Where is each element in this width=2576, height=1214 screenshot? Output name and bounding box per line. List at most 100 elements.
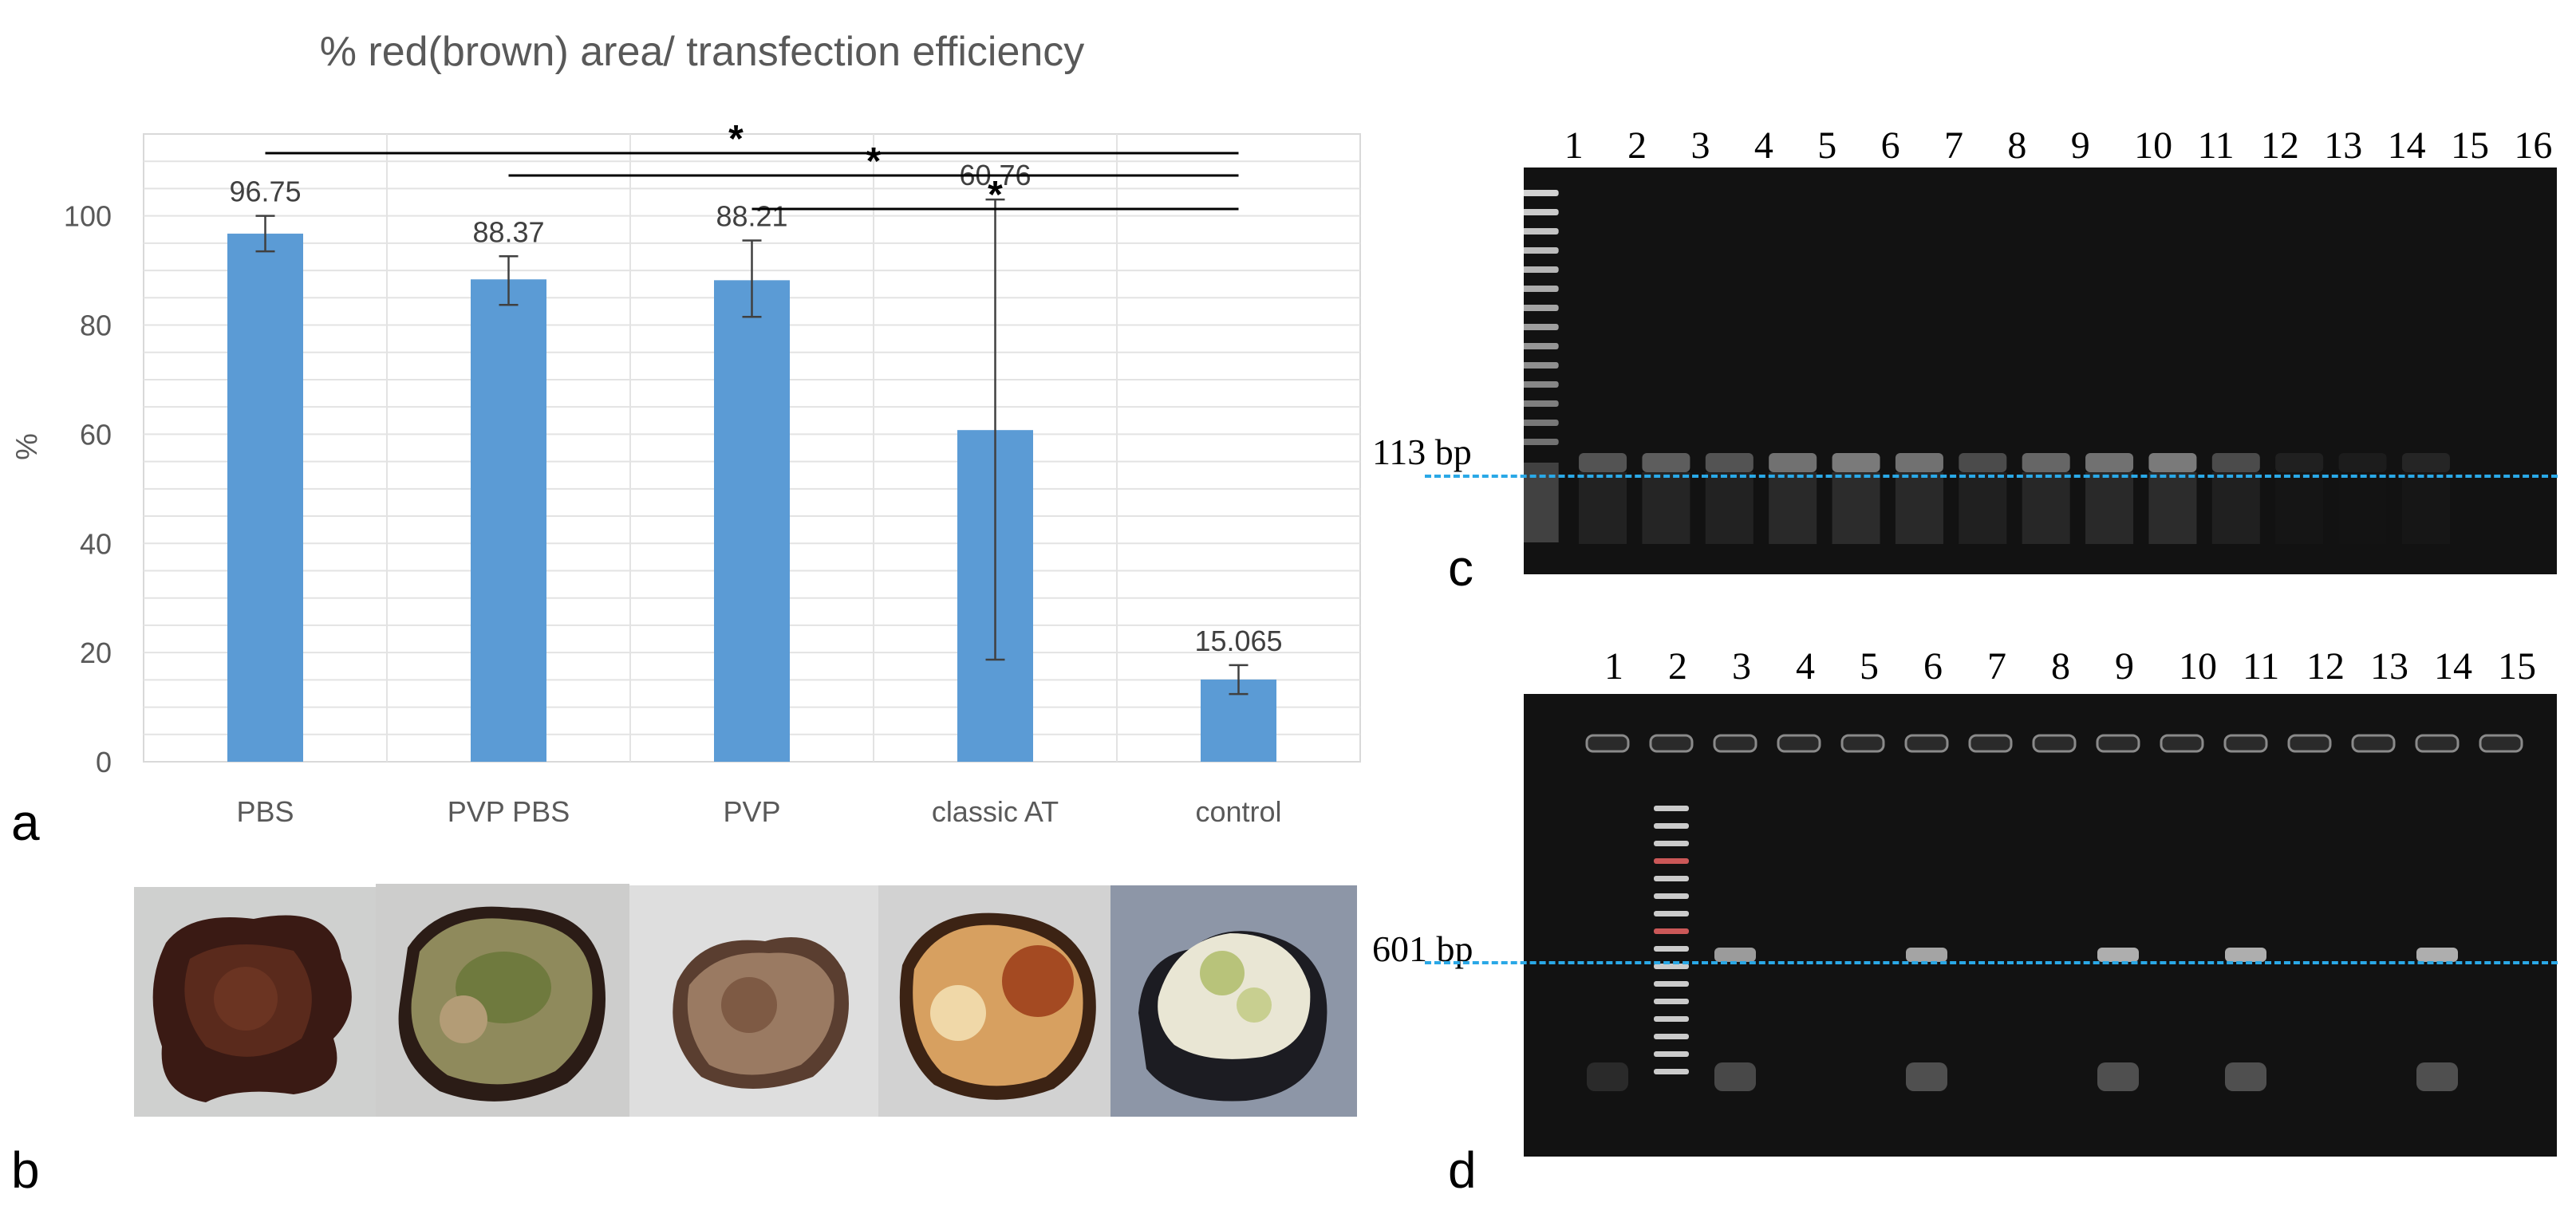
primer-dimer-band [1906,1062,1947,1091]
photo-control-callus [1110,885,1357,1117]
chart-title: % red(brown) area/ transfection efficien… [320,29,1085,75]
lane-number: 3 [1732,645,1751,688]
pcr-band [1579,453,1627,472]
pcr-band [2275,453,2324,472]
lane-number: 6 [1923,645,1943,688]
primer-dimer-band [2097,1062,2139,1091]
lane-number: 5 [1860,645,1879,688]
lane-number: 4 [1753,124,1773,167]
ladder-band [1654,964,1689,969]
band-smear [1895,472,1943,544]
ladder-band [1654,806,1689,811]
lane-number: 13 [2324,124,2363,167]
gel-well [2351,734,2396,753]
pcr-band [2416,948,2458,962]
pcr-band [2338,453,2387,472]
panel-label-a: a [11,794,40,851]
lane-number: 2 [1627,124,1647,167]
gel-well [1840,734,1885,753]
y-axis-label: % [10,433,44,460]
ladder-band [1521,420,1559,426]
lane-number: 14 [2434,645,2472,688]
gel-well [1649,734,1694,753]
pcr-band [2225,948,2266,962]
band-smear [1705,472,1753,544]
x-tick-label: PVP [723,795,780,828]
error-bars [255,198,1249,696]
gel-well [2223,734,2268,753]
pcr-band [2022,453,2070,472]
band-smear [2022,472,2070,544]
lane-number: 10 [2179,645,2217,688]
ladder-band [1654,1051,1689,1057]
lane-number: 5 [1817,124,1837,167]
pcr-band [1832,453,1880,472]
gel-well [2479,734,2523,753]
lane-number: 16 [2514,124,2553,167]
bar [714,280,790,762]
data-label: 88.37 [472,215,544,248]
gel-well [1968,734,2013,753]
y-tick-label: 80 [80,309,112,342]
panel-label-d: d [1448,1141,1477,1199]
pcr-band [2211,453,2260,472]
band-smear [1579,472,1627,544]
lane-number: 3 [1690,124,1710,167]
band-smear [1642,472,1690,544]
gel-well [1777,734,1821,753]
band-smear [2085,472,2134,544]
x-tick-label: classic AT [932,795,1059,828]
band-smear [2148,472,2197,544]
ladder-band [1654,876,1689,881]
photo-pbs-callus [134,887,376,1117]
significance-brackets: * * * [265,118,1239,216]
band-smear [2339,472,2387,544]
primer-dimer-band [1587,1062,1628,1091]
pcr-band [1705,453,1753,472]
band-smear [1832,472,1880,544]
band-smear [1959,472,2007,544]
panel-label-c: c [1448,539,1473,597]
lane-number: 11 [2197,124,2235,167]
pcr-band [1895,453,1943,472]
ladder-band [1654,841,1689,846]
x-axis-ticks: PBS PVP PBS PVP classic AT control [236,795,1281,828]
panel-label-b: b [11,1141,40,1199]
pcr-band [2401,453,2450,472]
photo-pvp-callus [629,885,878,1117]
band-smear [2402,472,2450,544]
data-label: 15.065 [1194,625,1282,657]
lane-number: 9 [2115,645,2134,688]
ladder-band [1654,999,1689,1004]
lane-number: 15 [2450,124,2489,167]
ladder-band [1521,266,1559,273]
lane-number: 11 [2243,645,2280,688]
lane-number: 7 [1987,645,2006,688]
ladder-band [1521,381,1559,388]
significance-star: * [728,118,744,160]
lane-number: 14 [2387,124,2426,167]
gel-well [2415,734,2460,753]
data-label: 96.75 [229,175,301,208]
ladder-band [1654,928,1689,934]
y-tick-label: 60 [80,418,112,451]
ladder-band [1521,305,1559,311]
ladder-band [1654,823,1689,829]
pcr-band [1906,948,1947,962]
ladder-band [1654,981,1689,987]
ladder-band [1654,946,1689,952]
pcr-band [1642,453,1690,472]
x-tick-label: PBS [236,795,294,828]
ladder-band [1521,190,1559,196]
gel-well [2096,734,2140,753]
y-tick-label: 100 [64,200,112,233]
photo-classic-at-callus [878,885,1110,1117]
gel-well [2287,734,2332,753]
lane-number: 8 [2007,124,2027,167]
significance-star: * [866,140,882,183]
pcr-band [2097,948,2139,962]
lane-number: 7 [1943,124,1963,167]
ladder-band [1654,1069,1689,1074]
pcr-band [1769,453,1817,472]
